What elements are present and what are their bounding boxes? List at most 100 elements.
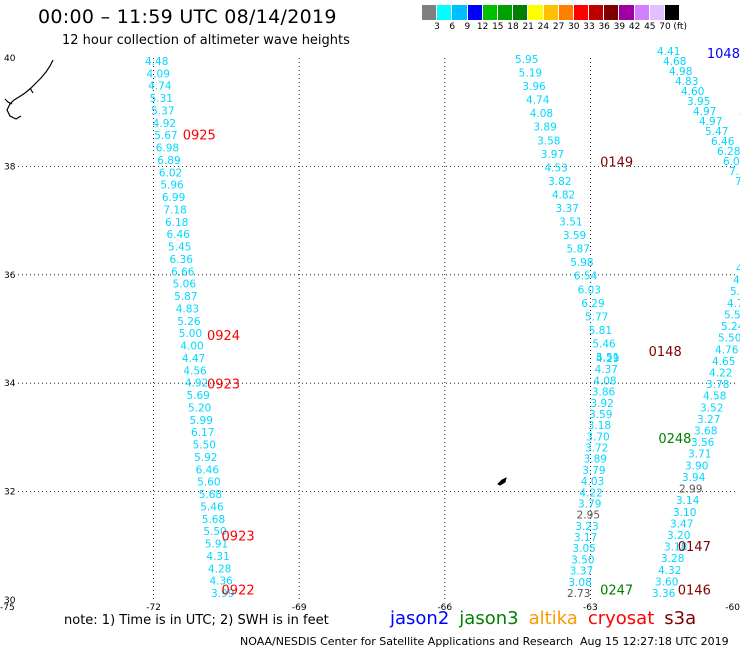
pass-time-label: 0148 <box>649 345 682 360</box>
wave-height-label: 5.81 <box>589 325 612 337</box>
latitude-tick-label: 36 <box>4 271 16 281</box>
altimeter-tracks: 4.484.094.745.315.374.925.676.986.896.02… <box>145 46 740 600</box>
wave-height-label: 5.20 <box>188 402 211 414</box>
wave-height-label: 3.56 <box>691 437 715 449</box>
latitude-tick-label: 32 <box>4 488 15 498</box>
latitude-tick-label: 40 <box>4 54 16 64</box>
altimeter-track: 5.955.193.964.744.083.893.583.974.533.82… <box>515 54 619 364</box>
wave-height-label: 6.18 <box>165 217 188 229</box>
wave-height-label: 5.98 <box>570 257 593 269</box>
wave-height-label: 3.94 <box>682 472 706 484</box>
wave-height-label: 7.18 <box>163 204 186 216</box>
wave-height-label: 4.28 <box>208 563 231 575</box>
wave-height-label: 5.87 <box>174 291 197 303</box>
wave-height-label: 6.46 <box>166 229 190 241</box>
pass-time-label: 0146 <box>678 584 711 599</box>
wave-height-label: 4.53 <box>544 162 567 174</box>
wave-height-label: 4.5 <box>733 275 740 287</box>
wave-height-label: 6.03 <box>578 284 601 296</box>
wave-height-label: 5.77 <box>585 311 608 323</box>
wave-height-label: 5.68 <box>202 514 225 526</box>
pass-time-label: 0149 <box>600 155 633 170</box>
wave-height-label: 3.18 <box>588 420 611 432</box>
wave-height-label: 3.27 <box>697 414 720 426</box>
wave-height-label: 4.48 <box>145 56 168 68</box>
wave-height-label: 3.59 <box>563 230 586 242</box>
wave-height-label: 3.97 <box>541 149 564 161</box>
wave-height-label: 3.47 <box>670 518 693 530</box>
wave-height-label: 6.89 <box>157 155 180 167</box>
wave-height-label: 4.47 <box>182 353 205 365</box>
wave-height-label: 4.58 <box>703 391 726 403</box>
wave-height-label: 3.82 <box>548 176 571 188</box>
wave-height-label: 5.37 <box>151 105 174 117</box>
wave-height-label: 4.31 <box>206 551 229 563</box>
wave-height-label: 3.90 <box>685 460 708 472</box>
wave-height-label: 5.50 <box>193 440 216 452</box>
wave-height-label: 6.36 <box>170 254 194 266</box>
wave-height-label: 4.03 <box>581 476 604 488</box>
wave-height-label: 6.02 <box>159 167 182 179</box>
altimeter-map: 4.484.094.745.315.374.925.676.986.896.02… <box>0 0 740 650</box>
wave-height-label: 3.51 <box>559 217 582 229</box>
wave-height-label: 4.22 <box>709 367 732 379</box>
legend-item: jason2 <box>390 608 449 629</box>
wave-height-label: 4.09 <box>147 68 170 80</box>
wave-height-label: 4.65 <box>712 356 735 368</box>
wave-height-label: 3.37 <box>556 203 579 215</box>
map-grid <box>18 58 736 600</box>
pass-time-label: 0147 <box>678 540 711 555</box>
wave-height-label: 4.37 <box>595 364 618 376</box>
wave-height-label: 3.10 <box>673 507 696 519</box>
wave-height-label: 2.73 <box>567 588 590 600</box>
wave-height-label: 6.98 <box>156 143 179 155</box>
latitude-tick-label: 38 <box>4 162 16 172</box>
wave-height-label: 5.31 <box>150 93 173 105</box>
wave-height-label: 5.19 <box>519 68 542 80</box>
pass-time-label: 1048 <box>707 47 740 62</box>
altimeter-track: 4.294.374.083.863.923.593.183.703.723.89… <box>567 353 619 600</box>
wave-height-label: 4.92 <box>185 378 208 390</box>
wave-height-label: 5.50 <box>718 333 740 345</box>
generated-timestamp: Aug 15 12:27:18 UTC 2019 <box>580 635 729 648</box>
wave-height-label: 4.00 <box>180 341 203 353</box>
wave-height-label: 5.45 <box>168 242 191 254</box>
wave-height-label: 4.32 <box>658 565 681 577</box>
wave-height-label: 6.99 <box>162 192 185 204</box>
pass-time-label: 0248 <box>658 432 691 447</box>
wave-height-label: 3.36 <box>652 588 676 600</box>
wave-height-label: 5.46 <box>592 338 616 350</box>
wave-height-label: 4.83 <box>176 303 199 315</box>
coastline <box>5 60 506 485</box>
wave-height-label: 5.92 <box>194 452 217 464</box>
latitude-tick-label: 34 <box>4 379 16 389</box>
latitude-tick-label: 30 <box>4 596 16 606</box>
coastline-nova-scotia <box>5 60 53 119</box>
wave-height-label: 2.99 <box>679 484 702 496</box>
wave-height-label: 4 <box>736 263 740 275</box>
wave-height-label: 3.17 <box>574 532 597 544</box>
coastline-bermuda <box>498 478 506 485</box>
wave-height-label: 4.74 <box>727 298 740 310</box>
wave-height-label: 5.06 <box>173 279 197 291</box>
wave-height-label: 5.60 <box>197 477 220 489</box>
wave-height-label: 6.46 <box>196 464 220 476</box>
legend-item: cryosat <box>588 608 654 629</box>
wave-height-label: 5.24 <box>721 321 740 333</box>
wave-height-label: 3.78 <box>706 379 729 391</box>
wave-height-label: 4.92 <box>153 118 176 130</box>
wave-height-label: 4.74 <box>526 95 550 107</box>
pass-time-label: 0923 <box>222 529 255 544</box>
wave-height-label: 4.74 <box>148 81 172 93</box>
wave-height-label: 4.56 <box>183 365 207 377</box>
wave-height-label: 5.1 <box>730 286 740 298</box>
pass-time-label: 0247 <box>600 584 633 599</box>
longitude-tick-label: -69 <box>292 603 307 613</box>
wave-height-label: 5.00 <box>179 328 202 340</box>
pass-time-label: 0925 <box>183 128 216 143</box>
axis-labels: -75-72-69-66-63-60403836343230 <box>0 54 740 613</box>
wave-height-label: 6.29 <box>581 298 604 310</box>
legend-item: jason3 <box>459 608 518 629</box>
credit-text: NOAA/NESDIS Center for Satellite Applica… <box>240 635 573 648</box>
wave-height-label: 5.99 <box>190 415 213 427</box>
